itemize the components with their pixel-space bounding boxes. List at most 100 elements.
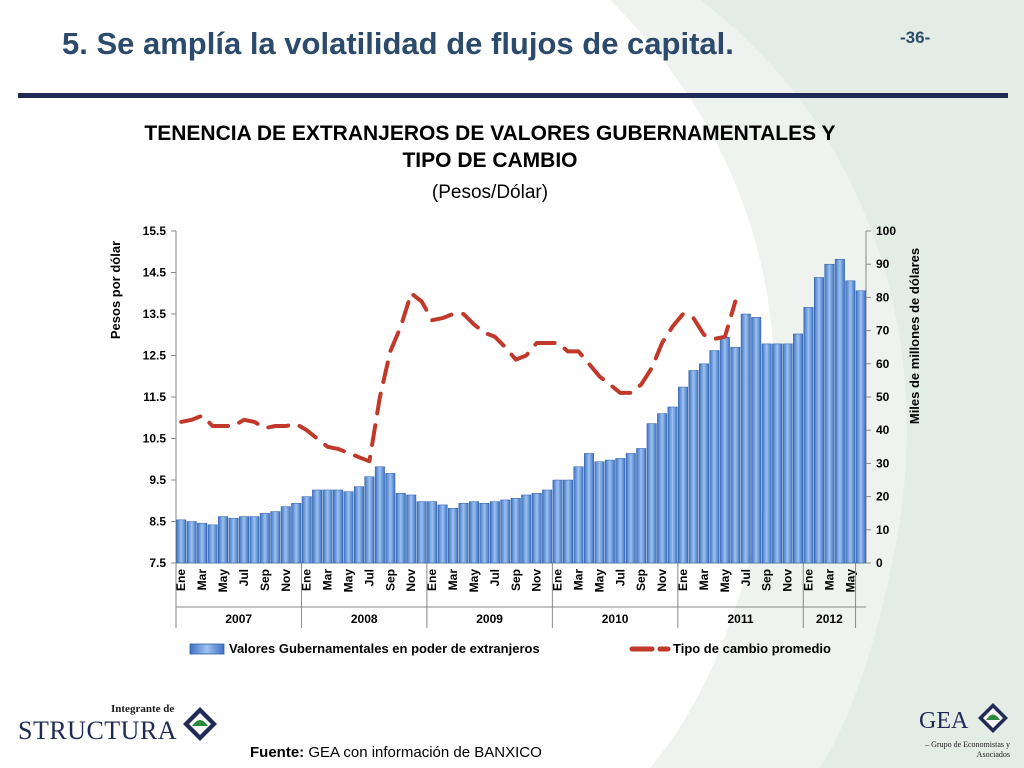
- bar-series: [176, 258, 866, 564]
- x-tick-label: Mar: [822, 569, 836, 591]
- bar: [667, 406, 678, 564]
- x-tick-label: May: [592, 569, 606, 593]
- bar: [333, 489, 344, 564]
- bar: [657, 413, 668, 564]
- x-tick-label: Mar: [321, 569, 335, 591]
- year-label: 2008: [351, 612, 378, 626]
- x-tick-label: Jul: [362, 569, 376, 586]
- y-tick-label-right: 40: [876, 423, 890, 437]
- chart-title: TENENCIA DE EXTRANJEROS DE VALORES GUBER…: [40, 120, 940, 174]
- x-tick-label: Nov: [279, 569, 293, 592]
- axes: 15.514.513.512.511.510.59.58.57.51009080…: [143, 224, 896, 628]
- bar: [573, 466, 584, 564]
- x-tick-label: Ene: [300, 569, 314, 591]
- bar: [437, 504, 448, 564]
- y-tick-label-left: 7.5: [149, 556, 166, 570]
- chart-title-line-2: TIPO DE CAMBIO: [402, 149, 578, 172]
- bar: [343, 491, 354, 564]
- legend-swatch-bars: [189, 643, 225, 655]
- bar: [510, 498, 521, 564]
- source-label: Fuente:: [250, 744, 305, 761]
- x-tick-label: Ene: [676, 569, 690, 591]
- bar: [772, 343, 783, 564]
- x-tick-label: Sep: [258, 569, 272, 591]
- x-tick-label: Mar: [446, 569, 460, 591]
- line-series: [179, 291, 738, 464]
- bar: [427, 501, 438, 564]
- y-tick-label-left: 12.5: [143, 349, 167, 363]
- bar: [489, 501, 500, 564]
- bar: [207, 524, 218, 564]
- bar: [500, 499, 511, 564]
- bar: [322, 489, 333, 564]
- y-tick-label-right: 10: [876, 523, 890, 537]
- y-axis-label-left: Pesos por dólar: [108, 241, 123, 339]
- y-tick-label-left: 14.5: [143, 266, 167, 280]
- bar: [259, 512, 270, 564]
- bar: [312, 489, 323, 564]
- page-number: -36-: [900, 28, 931, 47]
- chart-title-line-1: TENENCIA DE EXTRANJEROS DE VALORES GUBER…: [144, 122, 836, 145]
- bar: [855, 290, 866, 564]
- bar: [793, 333, 804, 564]
- bar: [698, 363, 709, 564]
- x-tick-label: Nov: [530, 569, 544, 592]
- x-tick-label: Nov: [404, 569, 418, 592]
- x-tick-label: Nov: [655, 569, 669, 592]
- bar: [353, 486, 364, 564]
- x-tick-label: Sep: [509, 569, 523, 591]
- gea-logo-wordmark: GEA: [919, 708, 969, 734]
- chart-subtitle: (Pesos/Dólar): [431, 182, 549, 203]
- y-tick-label-right: 60: [876, 357, 890, 371]
- bar: [751, 317, 762, 564]
- x-tick-label: May: [467, 569, 481, 593]
- bar: [479, 502, 490, 564]
- bar: [615, 458, 626, 564]
- bar: [730, 346, 741, 564]
- bar: [709, 350, 720, 564]
- bar: [845, 280, 856, 564]
- legend-label-line: Tipo de cambio promedio: [673, 641, 831, 656]
- x-tick-label: Jul: [488, 569, 502, 586]
- y-tick-label-left: 15.5: [143, 224, 167, 238]
- structura-logo-tagline: Integrante de: [111, 703, 175, 715]
- y-tick-label-right: 30: [876, 456, 890, 470]
- bar: [542, 489, 553, 564]
- bar: [385, 473, 396, 564]
- y-tick-label-right: 90: [876, 257, 890, 271]
- x-tick-label: Ene: [425, 569, 439, 591]
- bar: [291, 502, 302, 564]
- gea-logo: GEA – Grupo de Economistas y Asociados: [915, 702, 1015, 762]
- bar: [646, 423, 657, 564]
- bar: [813, 277, 824, 564]
- x-tick-label: May: [718, 569, 732, 593]
- y-tick-label-right: 100: [876, 224, 896, 238]
- source-note: Fuente: GEA con información de BANXICO: [250, 744, 542, 761]
- bar: [834, 258, 845, 564]
- x-tick-label: May: [216, 569, 230, 593]
- bar: [218, 516, 229, 564]
- y-tick-label-left: 11.5: [143, 390, 166, 404]
- bar: [552, 479, 563, 564]
- x-tick-label: Ene: [551, 569, 565, 591]
- y-tick-label-left: 8.5: [149, 515, 166, 529]
- bar: [531, 493, 542, 564]
- year-label: 2011: [727, 612, 753, 626]
- bar: [395, 493, 406, 564]
- bar: [719, 336, 730, 564]
- legend-label-bars: Valores Gubernamentales en poder de extr…: [229, 641, 540, 656]
- legend: Valores Gubernamentales en poder de extr…: [189, 641, 831, 656]
- year-label: 2009: [476, 612, 503, 626]
- y-axis-label-right: Miles de millones de dólares: [907, 248, 922, 424]
- y-tick-label-right: 20: [876, 490, 890, 504]
- bar: [782, 343, 793, 564]
- x-tick-label: Jul: [613, 569, 627, 586]
- year-label: 2010: [602, 612, 629, 626]
- bar: [176, 519, 187, 564]
- bar: [740, 313, 751, 564]
- year-label: 2007: [225, 612, 252, 626]
- bar: [238, 516, 249, 564]
- x-tick-label: Mar: [572, 569, 586, 591]
- gea-emblem-icon: [978, 703, 1008, 733]
